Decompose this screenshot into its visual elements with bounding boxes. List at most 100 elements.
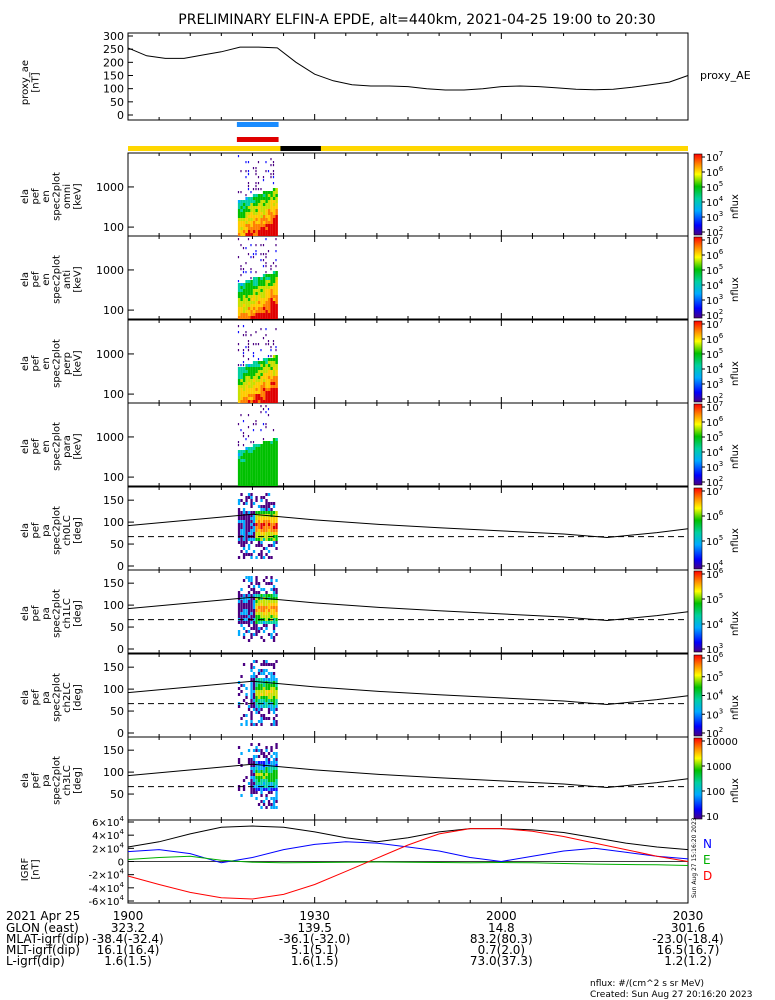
spectrogram-pixel <box>250 743 253 746</box>
spectrogram-pixel <box>275 206 278 209</box>
spectrogram-pixel <box>237 394 241 397</box>
spectrogram-pixel <box>240 397 243 400</box>
spectrogram-pixel <box>255 233 258 236</box>
spectrogram-pixel <box>247 388 251 391</box>
spectrogram-pixel <box>257 367 261 370</box>
spectrogram-pixel <box>265 334 267 337</box>
spectrogram-pixel <box>262 462 266 465</box>
spectrogram-pixel <box>272 429 275 432</box>
spectrogram-pixel <box>275 538 278 541</box>
y-tick-label: 4×104 <box>92 828 124 842</box>
spectrogram-pixel <box>240 215 243 218</box>
spectrogram-pixel <box>260 405 262 408</box>
energy-colorbar-1 <box>693 236 703 319</box>
spectrogram-pixel <box>275 259 277 262</box>
spectrogram-pixel <box>247 358 250 361</box>
spectrogram-pixel <box>242 526 246 529</box>
spectrogram-pixel <box>260 690 263 693</box>
spectrogram-pixel <box>237 221 241 224</box>
spectrogram-pixel <box>260 806 263 809</box>
spectrogram-pixel <box>265 669 268 672</box>
spectrogram-pixel <box>247 394 251 397</box>
spectrogram-pixel <box>270 274 273 277</box>
spectrogram-pixel <box>272 800 276 803</box>
spectrogram-pixel <box>267 444 271 447</box>
spectrogram-pixel <box>247 206 251 209</box>
spectrogram-pixel <box>252 591 256 594</box>
spectrogram-pixel <box>272 298 276 301</box>
spectrogram-pixel <box>242 556 246 559</box>
spectrogram-pixel <box>265 749 268 752</box>
pitch-panel-axis-label-2: ela pef pa spec2plot ch2LC [deg] <box>20 673 84 722</box>
spectrogram-pixel <box>255 538 258 541</box>
energy-colorbar-2 <box>693 320 703 403</box>
spectrogram-pixel <box>275 471 278 474</box>
spectrogram-pixel <box>267 708 271 711</box>
spectrogram-pixel <box>267 385 271 388</box>
spectrogram-pixel <box>250 379 253 382</box>
spectrogram-pixel <box>252 471 256 474</box>
spectrogram-pixel <box>265 675 268 678</box>
spectrogram-pixel <box>240 382 243 385</box>
spectrogram-pixel <box>250 612 253 615</box>
spectrogram-pixel <box>257 289 261 292</box>
spectrogram-pixel <box>242 477 246 480</box>
spectrogram-pixel <box>267 606 271 609</box>
pitch-colorbar-2 <box>693 654 703 737</box>
spectrogram-pixel <box>250 666 253 669</box>
spectrogram-pixel <box>245 385 248 388</box>
spectrogram-pixel <box>267 191 271 194</box>
spectrogram-pixel <box>262 612 266 615</box>
spectrogram-pixel <box>250 600 253 603</box>
spectrogram-pixel <box>270 687 273 690</box>
spectrogram-pixel <box>270 696 273 699</box>
spectrogram-pixel <box>247 316 251 319</box>
spectrogram-pixel <box>270 212 273 215</box>
spectrogram-pixel <box>272 188 276 191</box>
spectrogram-pixel <box>250 493 253 496</box>
spectrogram-pixel <box>260 397 263 400</box>
spectrogram-pixel <box>257 215 261 218</box>
spectrogram-pixel <box>247 215 251 218</box>
spectrogram-pixel <box>252 690 256 693</box>
spectrogram-pixel <box>270 292 273 295</box>
spectrogram-pixel <box>255 450 258 453</box>
spectrogram-pixel <box>270 394 273 397</box>
spectrogram-pixel <box>267 782 271 785</box>
spectrogram-pixel <box>237 313 241 316</box>
spectrogram-pixel <box>247 340 250 343</box>
spectrogram-pixel <box>272 286 276 289</box>
spectrogram-pixel <box>240 233 243 236</box>
spectrogram-pixel <box>245 621 248 624</box>
spectrogram-pixel <box>240 532 243 535</box>
spectrogram-pixel <box>255 606 258 609</box>
spectrogram-pixel <box>252 660 256 663</box>
spectrogram-pixel <box>257 382 261 385</box>
spectrogram-pixel <box>240 274 242 277</box>
spectrogram-pixel <box>255 197 258 200</box>
spectrogram-pixel <box>237 474 241 477</box>
ephemeris-value: 5.1(5.1) <box>291 943 339 957</box>
spectrogram-pixel <box>237 423 240 426</box>
spectrogram-pixel <box>275 218 278 221</box>
spectrogram-pixel <box>260 298 263 301</box>
spectrogram-pixel <box>270 502 273 505</box>
spectrogram-pixel <box>270 173 272 176</box>
spectrogram-pixel <box>272 767 276 770</box>
spectrogram-pixel <box>250 215 253 218</box>
spectrogram-pixel <box>262 358 266 361</box>
spectrogram-pixel <box>260 720 263 723</box>
spectrogram-pixel <box>262 394 266 397</box>
spectrogram-pixel <box>240 313 243 316</box>
spectrogram-pixel <box>260 376 263 379</box>
spectrogram-pixel <box>252 298 256 301</box>
energy-panel-axis-label-3: ela pef en spec2plot para [keV] <box>20 422 84 471</box>
spectrogram-pixel <box>252 203 256 206</box>
spectrogram-pixel <box>237 693 241 696</box>
spectrogram-pixel <box>255 444 258 447</box>
spectrogram-pixel <box>242 511 246 514</box>
spectrogram-pixel <box>262 606 266 609</box>
spectrogram-pixel <box>240 450 243 453</box>
spectrogram-pixel <box>272 717 276 720</box>
spectrogram-pixel <box>265 379 268 382</box>
